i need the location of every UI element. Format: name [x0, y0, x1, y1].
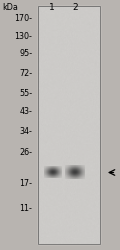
- Bar: [38, 6, 100, 244]
- Text: 34-: 34-: [20, 127, 32, 136]
- Text: 72-: 72-: [19, 69, 32, 78]
- Text: 43-: 43-: [20, 107, 32, 116]
- Text: 170-: 170-: [14, 14, 32, 23]
- Text: 130-: 130-: [15, 32, 32, 41]
- Text: 2: 2: [72, 2, 78, 12]
- Text: 11-: 11-: [20, 204, 32, 213]
- Text: 26-: 26-: [19, 148, 32, 157]
- Text: 95-: 95-: [19, 49, 32, 58]
- Text: kDa: kDa: [2, 2, 18, 12]
- Text: 1: 1: [49, 2, 55, 12]
- Bar: [38, 6, 100, 244]
- Text: 17-: 17-: [19, 178, 32, 188]
- Text: 55-: 55-: [19, 89, 32, 98]
